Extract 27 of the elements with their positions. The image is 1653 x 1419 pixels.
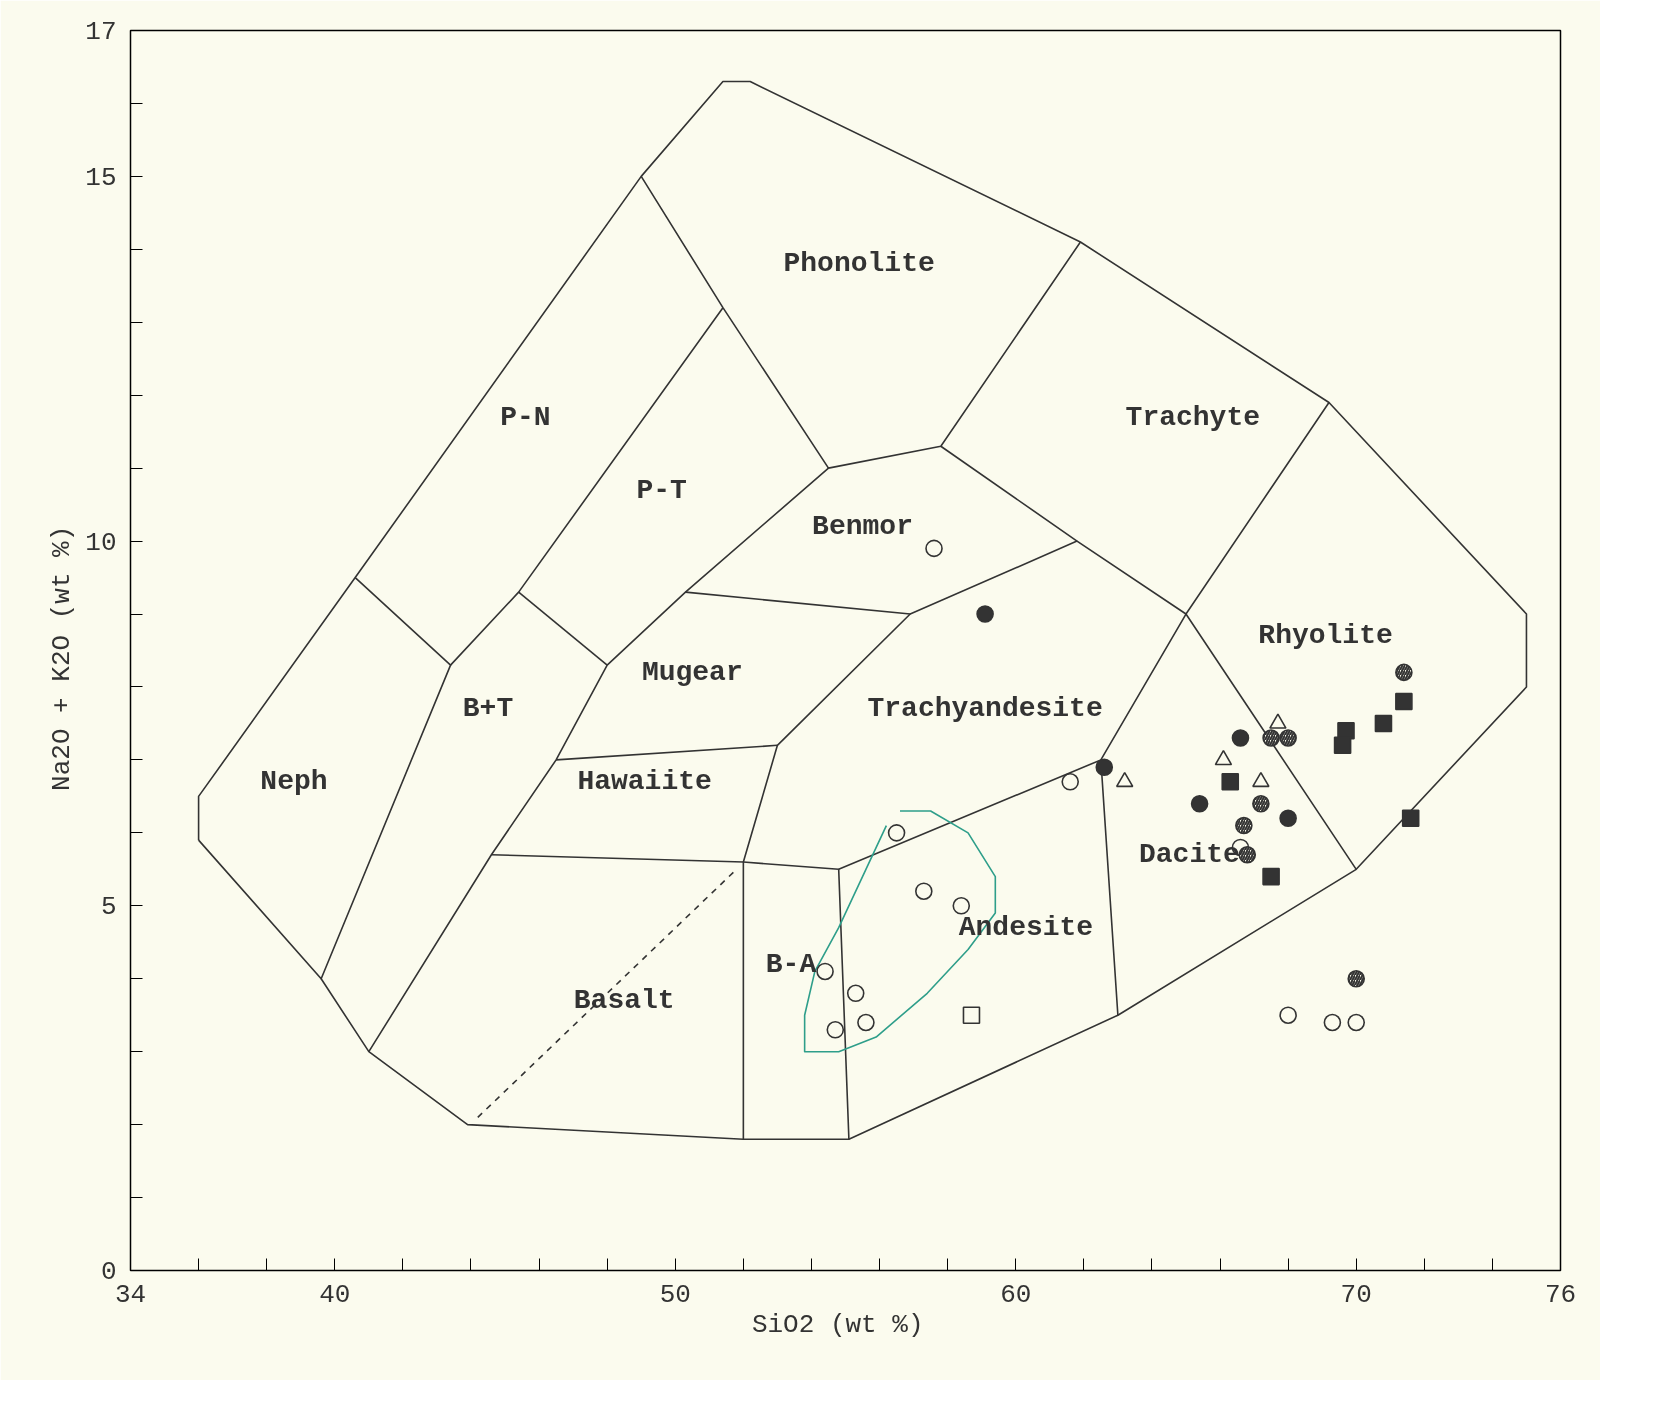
x-tick-label: 76 <box>1544 1279 1577 1310</box>
x-tick-label: 40 <box>319 1279 351 1310</box>
annotation: Phonolite <box>783 248 935 280</box>
x-tick-label: 60 <box>1000 1279 1032 1310</box>
annotation: Mugear <box>641 656 743 688</box>
annotation: B-A <box>765 948 817 980</box>
annotation: Basalt <box>573 985 675 1017</box>
y-axis-title: Na2O + K2O (wt %) <box>47 525 78 791</box>
annotation: Trachyte <box>1125 401 1260 433</box>
annotation: Neph <box>260 766 328 798</box>
y-tick-label: 15 <box>85 162 117 193</box>
y-tick-label: 5 <box>100 892 117 923</box>
annotation: B+T <box>462 693 514 725</box>
x-tick-label: 50 <box>659 1279 691 1310</box>
annotation: Benmor <box>812 511 913 542</box>
annotation: Rhyolite <box>1258 620 1393 652</box>
x-tick-label: 34 <box>114 1279 147 1310</box>
annotation: Hawaiite <box>577 766 712 798</box>
y-tick-label: 17 <box>85 17 117 47</box>
x-axis-title: SiO2 (wt %) <box>751 1309 924 1340</box>
annotation: Trachyandesite <box>867 693 1103 725</box>
y-tick-label: 0 <box>100 1257 117 1287</box>
x-tick-label: 70 <box>1340 1279 1372 1310</box>
annotation: Dacite <box>1138 839 1240 871</box>
annotation: P-T <box>636 474 687 506</box>
y-tick-label: 10 <box>85 527 117 558</box>
annotation: P-N <box>500 401 551 433</box>
